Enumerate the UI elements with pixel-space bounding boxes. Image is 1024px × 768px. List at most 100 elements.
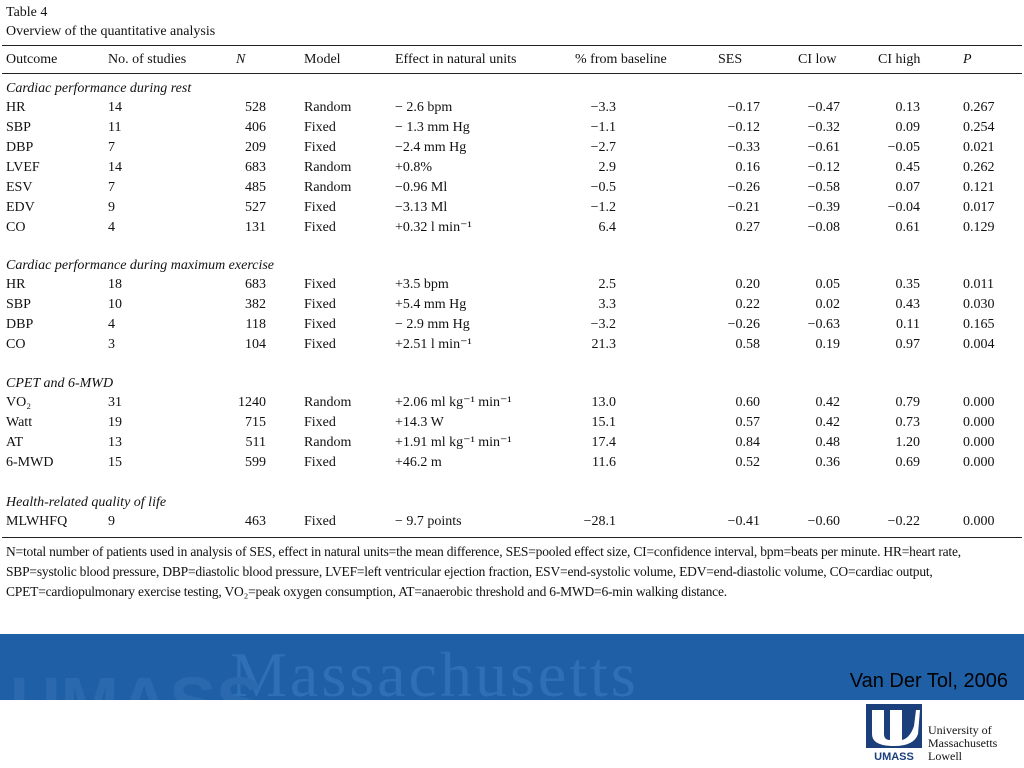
table-cell: MLWHFQ [6,514,68,529]
table-cell: 7 [108,180,115,195]
table-cell: 0.27 [735,220,761,235]
table-cell: 0.79 [895,395,921,410]
table-cell: 4 [108,317,115,332]
table-cell: 0.09 [895,120,921,135]
logo-line: University of [928,723,992,737]
table-cell: 0.004 [963,337,995,352]
table-panel: Table 4 Overview of the quantitative ana… [2,5,1022,599]
citation: Van Der Tol, 2006 [849,670,1008,692]
table-cell: Random [304,395,352,410]
table-cell: +2.51 l min⁻¹ [395,337,472,352]
table-cell: 0.73 [895,415,921,430]
footnote-text: N=total number of patients used in analy… [6,544,961,599]
table-cell: 0.69 [895,455,921,470]
table-cell: DBP [6,317,34,332]
table-cell: −0.26 [727,180,760,195]
table-cell: 31 [108,395,122,410]
table-cell: HR [6,277,26,292]
table-cell: −0.60 [807,514,840,529]
table-cell: −0.61 [807,140,840,155]
table-cell: Fixed [304,297,336,312]
table-cell: 15.1 [591,415,617,430]
table-cell: 0.000 [963,395,995,410]
table-cell: Random [304,100,352,115]
table-cell: 104 [245,337,266,352]
table-cell: −2.4 mm Hg [395,140,467,155]
table-cell: DBP [6,140,34,155]
table-cell: 0.000 [963,455,995,470]
logo-line: Lowell [928,749,962,763]
table-cell: +2.06 ml kg⁻¹ min⁻¹ [395,395,512,410]
table-cell: 14 [108,100,122,115]
table-cell: Fixed [304,120,336,135]
table-cell: −0.5 [590,180,616,195]
footer-banner: Massachusetts UMASS Van Der Tol, 2006 [0,634,1024,700]
umass-logo-icon: UMASS [866,704,922,763]
table-cell: 9 [108,514,115,529]
table-cell: 715 [245,415,266,430]
table-cell: Watt [6,415,33,430]
table-cell: −0.12 [807,160,840,175]
column-header: % from baseline [575,52,667,67]
table-cell: 7 [108,140,115,155]
column-header: Model [304,52,341,67]
table-cell: 209 [245,140,266,155]
table-cell: 0.011 [963,277,994,292]
table-cell: EDV [6,200,35,215]
column-header: CI low [798,52,837,67]
table-cell: −2.7 [590,140,616,155]
table-cell: Fixed [304,277,336,292]
table-cell: 0.254 [963,120,995,135]
table-cell: 0.000 [963,415,995,430]
table-cell: 0.97 [895,337,921,352]
table-cell: 4 [108,220,115,235]
table-cell: 15 [108,455,122,470]
table-cell: +3.5 bpm [395,277,449,292]
table-cell: 118 [245,317,266,332]
table-cell: 19 [108,415,122,430]
table-cell: 528 [245,100,266,115]
table-cell: −0.08 [807,220,840,235]
table-cell: +14.3 W [395,415,444,430]
table-cell: 0.165 [963,317,995,332]
column-header: Outcome [6,52,58,67]
table-cell: Fixed [304,514,336,529]
umass-lowell-logo: UMASS University of Massachusetts Lowell [866,704,1016,764]
table-cell: 0.36 [815,455,841,470]
table-cell: − 9.7 points [395,514,462,529]
table-cell: −0.63 [807,317,840,332]
table-subtitle: Overview of the quantitative analysis [6,24,216,39]
column-header: No. of studies [108,52,187,67]
table-cell: 0.05 [815,277,841,292]
table-cell: −1.1 [590,120,616,135]
table-cell: Fixed [304,337,336,352]
table-cell: 0.20 [735,277,761,292]
table-cell: CO [6,220,26,235]
table-cell: −3.2 [590,317,616,332]
table-cell: HR [6,100,26,115]
table-cell: Fixed [304,220,336,235]
table-cell: −0.39 [807,200,840,215]
svg-text:UMASS: UMASS [874,751,914,763]
table-cell: 0.43 [895,297,921,312]
table-cell: 0.16 [735,160,761,175]
table-cell: 9 [108,200,115,215]
table-cell: +1.91 ml kg⁻¹ min⁻¹ [395,435,512,450]
table-cell: 0.13 [895,100,921,115]
table-cell: 0.262 [963,160,995,175]
table-cell: Random [304,160,352,175]
table-cell: −0.32 [807,120,840,135]
table-cell: − 2.9 mm Hg [395,317,470,332]
table-cell: 13.0 [591,395,617,410]
table-cell: 0.35 [895,277,921,292]
table-cell: 0.61 [895,220,921,235]
table-cell: 0.22 [735,297,761,312]
table-cell: 11 [108,120,122,135]
table-cell: 0.02 [815,297,841,312]
table-cell: −0.33 [727,140,760,155]
column-header: SES [718,52,743,67]
table-cell: 0.57 [735,415,761,430]
table-cell: −0.17 [727,100,760,115]
table-cell: −1.2 [590,200,616,215]
table-cell: −28.1 [583,514,616,529]
